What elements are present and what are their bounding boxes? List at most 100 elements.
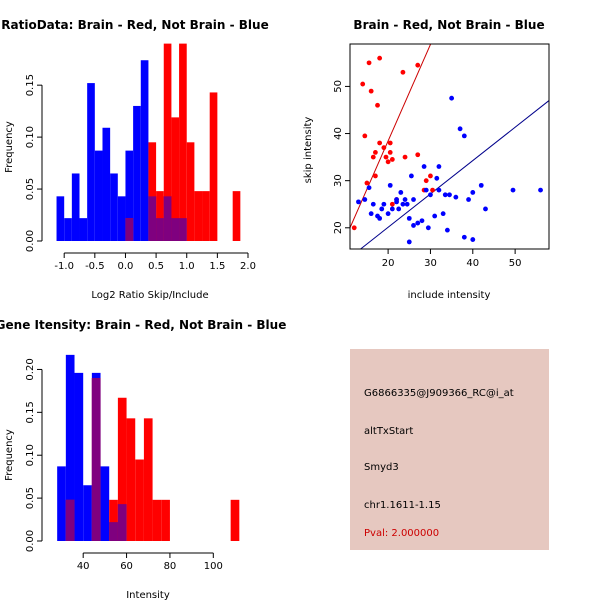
scatter-point-brain <box>375 102 380 108</box>
info-panel-background <box>350 349 549 550</box>
scatter-y-tick-label: 30 <box>333 174 344 187</box>
scatter-point-not-brain <box>406 215 412 221</box>
intensity-histogram-bar-not-brain <box>65 354 75 541</box>
ratio-histogram-y-tick-label: 0.10 <box>25 126 36 148</box>
ratio-histogram-bar-not-brain <box>133 105 141 241</box>
intensity-histogram-title: Gene Itensity: Brain - Red, Not Brain - … <box>0 318 286 332</box>
ratio-histogram-title: RatioData: Brain - Red, Not Brain - Blue <box>1 18 268 32</box>
ratio-histogram-x-tick-label: 0.0 <box>118 261 134 272</box>
intensity-histogram-bar-not-brain <box>100 466 110 541</box>
intensity-histogram-bar-brain <box>143 418 153 541</box>
ratio-histogram-y-tick-label: 0.15 <box>25 74 36 96</box>
scatter-plot-area <box>350 44 549 249</box>
ratio-histogram-bar-overlap <box>179 218 187 241</box>
scatter-point-brain <box>364 180 370 186</box>
ratio-histogram-x-tick-label: -0.5 <box>85 261 105 272</box>
scatter-marks <box>350 44 549 249</box>
scatter-point-brain <box>373 173 378 179</box>
ratio-histogram-x-tick-label: 0.5 <box>148 261 164 272</box>
scatter-point-not-brain <box>419 218 425 224</box>
scatter-point-brain <box>415 152 421 158</box>
scatter-point-not-brain <box>440 211 446 217</box>
ratio-histogram-bar-brain <box>148 142 157 241</box>
info-panel: G6866335@J909366_RC@i_at altTxStart Smyd… <box>350 349 549 550</box>
intensity-histogram-xlabel: Intensity <box>126 590 170 600</box>
scatter-point-not-brain <box>470 190 476 195</box>
scatter-point-not-brain <box>356 199 361 205</box>
scatter-point-brain <box>430 187 435 193</box>
ratio-histogram-bar-not-brain <box>79 218 88 241</box>
scatter-title: Brain - Red, Not Brain - Blue <box>353 18 544 32</box>
scatter-point-brain <box>387 149 393 155</box>
ratio-histogram-bar-brain <box>232 191 241 241</box>
scatter-point-not-brain <box>432 213 438 219</box>
scatter-point-brain <box>415 62 421 68</box>
info-pval: Pval: 2.000000 <box>364 528 439 539</box>
scatter-point-not-brain <box>366 185 372 191</box>
scatter-point-not-brain <box>436 187 442 193</box>
scatter-point-brain <box>400 69 406 75</box>
ratio-histogram-bar-not-brain <box>110 173 118 241</box>
ratio-histogram-bar-brain <box>194 191 203 241</box>
scatter-y-tick-label: 40 <box>333 127 344 140</box>
scatter-x-tick-label: 30 <box>424 258 437 269</box>
intensity-histogram-y-tick-label: 0.10 <box>25 444 36 466</box>
scatter-point-not-brain <box>447 192 452 198</box>
scatter-point-not-brain <box>402 197 408 202</box>
info-gene-id: G6866335@J909366_RC@i_at <box>364 388 514 399</box>
scatter-point-brain <box>423 178 429 184</box>
intensity-histogram-bar-not-brain <box>74 372 84 541</box>
scatter-point-not-brain <box>400 201 406 207</box>
intensity-histogram-bar-brain <box>152 499 162 541</box>
scatter-point-not-brain <box>442 192 448 198</box>
scatter-point-not-brain <box>362 197 368 202</box>
intensity-histogram-x-tick-label: 60 <box>120 561 133 572</box>
scatter-point-brain <box>383 154 389 160</box>
ratio-histogram-y-tick-label: 0.05 <box>25 178 36 200</box>
scatter-y-tick-label: 50 <box>333 80 344 93</box>
ratio-histogram-bar-not-brain <box>125 150 134 241</box>
scatter-point-not-brain <box>381 201 387 207</box>
scatter-point-not-brain <box>377 215 383 221</box>
ratio-histogram-bar-not-brain <box>140 60 149 241</box>
scatter-point-not-brain <box>449 95 455 101</box>
ratio-histogram-bar-overlap <box>171 218 180 241</box>
scatter-point-not-brain <box>396 206 402 212</box>
intensity-histogram-bar-not-brain <box>83 485 92 541</box>
scatter-point-brain <box>381 145 387 151</box>
scatter-y-tick-label: 20 <box>333 221 344 234</box>
scatter-point-brain <box>360 81 366 87</box>
scatter-fit-line-not-brain <box>360 100 549 249</box>
scatter-point-not-brain <box>415 220 421 226</box>
ratio-histogram-bar-brain <box>202 191 210 241</box>
scatter-point-not-brain <box>461 234 467 240</box>
ratio-histogram-bar-not-brain <box>94 150 103 241</box>
intensity-histogram-bar-brain <box>109 499 118 541</box>
scatter-plot-frame <box>349 43 550 250</box>
scatter-ylabel: skip intensity <box>303 117 314 184</box>
intensity-histogram-panel: Gene Itensity: Brain - Red, Not Brain - … <box>0 318 286 601</box>
scatter-point-not-brain <box>425 225 431 231</box>
intensity-histogram-bar-brain <box>230 499 240 541</box>
info-event-type: altTxStart <box>364 426 413 437</box>
scatter-point-not-brain <box>436 164 442 169</box>
scatter-point-not-brain <box>404 201 410 207</box>
scatter-point-brain <box>370 154 376 160</box>
scatter-point-brain <box>377 55 383 61</box>
scatter-point-not-brain <box>483 206 488 212</box>
scatter-point-not-brain <box>398 190 404 195</box>
ratio-histogram-bars <box>56 43 241 241</box>
ratio-histogram-bar-overlap <box>148 196 157 241</box>
scatter-point-not-brain <box>428 192 433 198</box>
ratio-histogram-panel: RatioData: Brain - Red, Not Brain - Blue… <box>1 18 268 301</box>
scatter-point-brain <box>366 60 372 66</box>
scatter-point-brain <box>428 173 433 179</box>
scatter-point-not-brain <box>379 206 385 212</box>
scatter-point-brain <box>402 154 408 160</box>
scatter-point-not-brain <box>411 197 416 202</box>
ratio-histogram-bar-overlap <box>156 218 164 241</box>
scatter-point-not-brain <box>389 206 395 212</box>
scatter-point-not-brain <box>470 237 476 242</box>
scatter-point-not-brain <box>408 173 414 179</box>
scatter-point-not-brain <box>370 201 376 207</box>
